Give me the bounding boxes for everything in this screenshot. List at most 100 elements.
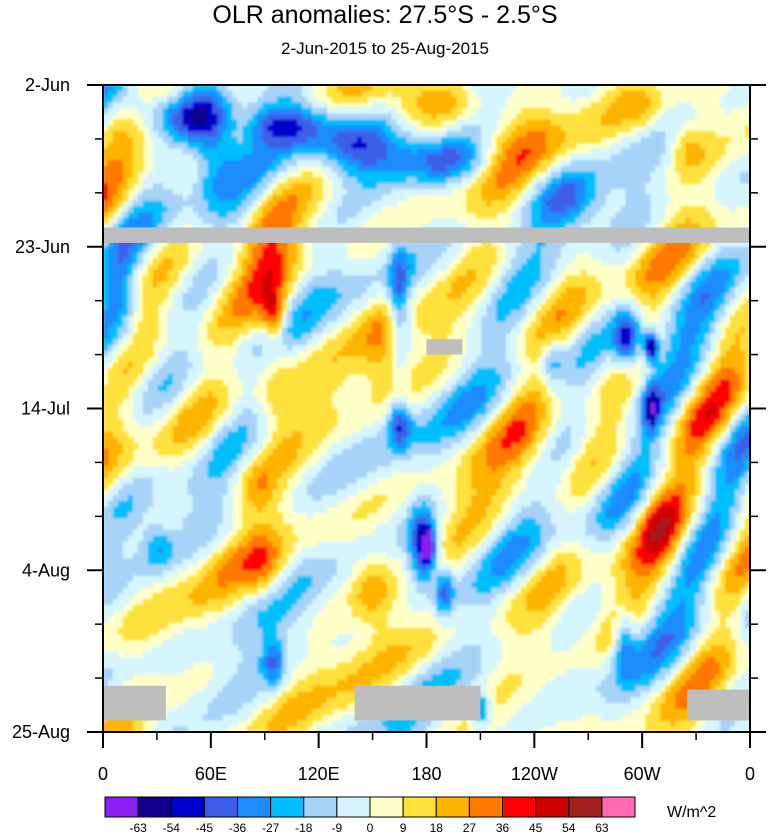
anomaly-cell bbox=[247, 85, 253, 92]
anomaly-cell bbox=[157, 194, 164, 202]
anomaly-cell bbox=[331, 96, 338, 103]
anomaly-cell bbox=[262, 298, 268, 306]
anomaly-cell bbox=[336, 171, 343, 179]
anomaly-cell bbox=[640, 339, 647, 346]
anomaly-cell bbox=[172, 90, 179, 98]
anomaly-cell bbox=[426, 240, 433, 248]
anomaly-cell bbox=[471, 264, 477, 271]
anomaly-cell bbox=[297, 154, 303, 161]
anomaly-cell bbox=[655, 96, 662, 103]
anomaly-cell bbox=[317, 154, 323, 161]
anomaly-cell bbox=[590, 298, 597, 306]
anomaly-cell bbox=[645, 142, 652, 150]
anomaly-cell bbox=[242, 119, 248, 127]
anomaly-cell bbox=[132, 136, 139, 144]
anomaly-cell bbox=[540, 258, 547, 265]
anomaly-cell bbox=[312, 281, 318, 288]
anomaly-cell bbox=[212, 212, 219, 219]
anomaly-cell bbox=[635, 113, 642, 121]
anomaly-cell bbox=[531, 269, 537, 277]
anomaly-cell bbox=[177, 240, 184, 248]
anomaly-cell bbox=[356, 148, 363, 155]
anomaly-cell bbox=[481, 113, 487, 121]
anomaly-cell bbox=[331, 292, 338, 300]
anomaly-cell bbox=[446, 183, 452, 190]
anomaly-cell bbox=[172, 316, 179, 323]
anomaly-cell bbox=[272, 327, 278, 335]
anomaly-cell bbox=[267, 154, 273, 161]
anomaly-cell bbox=[675, 269, 681, 277]
anomaly-cell bbox=[142, 113, 149, 121]
anomaly-cell bbox=[501, 194, 507, 202]
anomaly-cell bbox=[262, 177, 268, 184]
anomaly-cell bbox=[481, 240, 487, 248]
anomaly-cell bbox=[670, 125, 676, 132]
anomaly-cell bbox=[312, 183, 318, 190]
anomaly-cell bbox=[461, 298, 467, 306]
anomaly-cell bbox=[685, 142, 691, 150]
anomaly-cell bbox=[446, 131, 452, 138]
anomaly-cell bbox=[307, 125, 313, 132]
anomaly-cell bbox=[595, 223, 602, 231]
anomaly-cell bbox=[237, 125, 243, 132]
anomaly-cell bbox=[192, 183, 199, 190]
anomaly-cell bbox=[376, 160, 383, 167]
anomaly-cell bbox=[725, 136, 731, 144]
anomaly-cell bbox=[152, 108, 159, 115]
anomaly-cell bbox=[336, 177, 343, 184]
anomaly-cell bbox=[655, 183, 662, 190]
anomaly-cell bbox=[252, 217, 258, 225]
anomaly-cell bbox=[232, 304, 238, 311]
anomaly-cell bbox=[117, 142, 124, 150]
anomaly-cell bbox=[560, 350, 567, 358]
anomaly-cell bbox=[730, 194, 736, 202]
anomaly-cell bbox=[312, 287, 318, 294]
anomaly-cell bbox=[680, 142, 686, 150]
anomaly-cell bbox=[142, 356, 149, 363]
anomaly-cell bbox=[167, 339, 174, 346]
anomaly-cell bbox=[351, 206, 358, 213]
anomaly-cell bbox=[371, 188, 378, 196]
anomaly-cell bbox=[535, 148, 542, 155]
anomaly-cell bbox=[580, 125, 587, 132]
anomaly-cell bbox=[635, 304, 642, 311]
anomaly-cell bbox=[630, 339, 637, 346]
anomaly-cell bbox=[411, 125, 418, 132]
anomaly-cell bbox=[675, 102, 681, 109]
anomaly-cell bbox=[645, 223, 652, 231]
anomaly-cell bbox=[232, 154, 238, 161]
anomaly-cell bbox=[421, 240, 428, 248]
anomaly-cell bbox=[431, 102, 438, 109]
anomaly-cell bbox=[182, 339, 189, 346]
anomaly-cell bbox=[620, 217, 627, 225]
anomaly-cell bbox=[366, 316, 373, 323]
anomaly-cell bbox=[187, 200, 194, 207]
anomaly-cell bbox=[735, 188, 741, 196]
anomaly-cell bbox=[690, 246, 696, 254]
anomaly-cell bbox=[252, 183, 258, 190]
anomaly-cell bbox=[137, 165, 144, 173]
anomaly-cell bbox=[535, 310, 542, 317]
anomaly-cell bbox=[287, 200, 293, 207]
anomaly-cell bbox=[222, 206, 229, 213]
anomaly-cell bbox=[282, 304, 288, 311]
anomaly-cell bbox=[247, 304, 253, 311]
anomaly-cell bbox=[730, 206, 736, 213]
anomaly-cell bbox=[147, 223, 154, 231]
anomaly-cell bbox=[312, 356, 318, 363]
anomaly-cell bbox=[112, 344, 119, 352]
anomaly-cell bbox=[600, 154, 607, 161]
anomaly-cell bbox=[152, 177, 159, 184]
anomaly-cell bbox=[391, 90, 398, 98]
anomaly-cell bbox=[366, 108, 373, 115]
anomaly-cell bbox=[740, 183, 746, 190]
anomaly-cell bbox=[600, 206, 607, 213]
anomaly-cell bbox=[252, 131, 258, 138]
anomaly-cell bbox=[182, 119, 189, 127]
anomaly-cell bbox=[242, 350, 248, 358]
anomaly-cell bbox=[127, 316, 134, 323]
anomaly-cell bbox=[187, 90, 194, 98]
anomaly-cell bbox=[356, 223, 363, 231]
anomaly-cell bbox=[386, 108, 393, 115]
anomaly-cell bbox=[152, 275, 159, 283]
